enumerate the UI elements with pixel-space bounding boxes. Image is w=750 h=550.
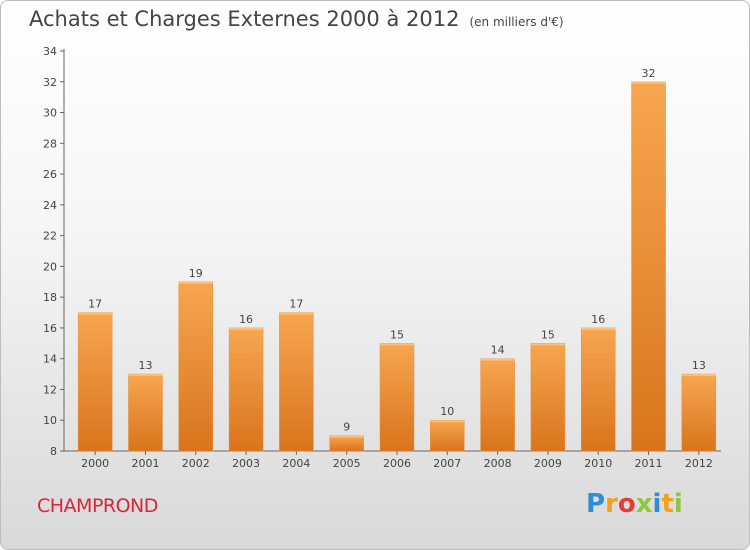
data-label: 13 — [692, 359, 706, 372]
bar-2006 — [379, 343, 415, 452]
y-tick-label: 10 — [43, 414, 57, 427]
y-tick-label: 26 — [43, 168, 57, 181]
logo-letter: o — [617, 489, 636, 519]
y-tick-label: 28 — [43, 137, 57, 150]
data-label: 16 — [591, 313, 605, 326]
x-tick-label: 2002 — [182, 457, 210, 470]
proxiti-logo[interactable]: Proxiti — [586, 489, 683, 519]
town-name: CHAMPROND — [37, 495, 158, 517]
bar-2010 — [580, 327, 616, 452]
logo-letter: x — [635, 489, 653, 519]
data-label: 14 — [491, 344, 505, 357]
chart-title-text: Achats et Charges Externes 2000 à 2012 — [29, 7, 460, 31]
chart-subtitle: (en milliers d'€) — [469, 15, 564, 29]
data-label: 15 — [541, 328, 555, 341]
bar-highlight — [78, 312, 113, 315]
bar-highlight — [178, 281, 213, 284]
bar-highlight — [229, 327, 264, 330]
x-tick-label: 2008 — [484, 457, 512, 470]
bar-highlight — [681, 374, 716, 377]
bar-2009 — [530, 343, 566, 452]
x-tick-label: 2011 — [635, 457, 663, 470]
x-tick-label: 2004 — [282, 457, 310, 470]
logo-letter: i — [673, 489, 683, 519]
logo-letter: i — [652, 489, 662, 519]
y-tick-label: 14 — [43, 353, 57, 366]
bar-highlight — [480, 358, 515, 361]
bar-highlight — [128, 374, 163, 377]
y-tick-label: 24 — [43, 199, 57, 212]
bar-2001 — [128, 373, 163, 452]
data-label: 15 — [390, 328, 404, 341]
bar-2005 — [329, 435, 364, 452]
logo-letter: t — [661, 489, 674, 519]
chart-bars — [77, 81, 717, 452]
bar-highlight — [530, 343, 565, 346]
logo-letter: P — [586, 489, 606, 519]
y-tick-label: 32 — [43, 76, 57, 89]
bar-2004 — [279, 312, 314, 452]
data-label: 16 — [239, 313, 253, 326]
y-tick-label: 12 — [43, 383, 57, 396]
bar-2007 — [430, 419, 465, 452]
data-label: 17 — [88, 298, 102, 311]
logo-letter: r — [605, 489, 618, 519]
x-tick-label: 2003 — [232, 457, 260, 470]
data-label: 13 — [138, 359, 152, 372]
bar-highlight — [581, 327, 616, 330]
y-tick-label: 16 — [43, 322, 57, 335]
bar-highlight — [631, 81, 666, 84]
x-tick-label: 2000 — [81, 457, 109, 470]
data-label: 17 — [289, 298, 303, 311]
bar-highlight — [279, 312, 314, 315]
x-tick-label: 2010 — [584, 457, 612, 470]
x-tick-label: 2001 — [131, 457, 159, 470]
chart-title: Achats et Charges Externes 2000 à 2012 (e… — [29, 7, 564, 31]
bar-highlight — [430, 420, 465, 423]
bar-highlight — [329, 435, 364, 438]
bar-2002 — [178, 281, 214, 452]
data-label: 32 — [642, 67, 656, 80]
bar-highlight — [380, 343, 414, 346]
y-tick-label: 34 — [43, 45, 57, 58]
y-tick-label: 8 — [50, 445, 57, 458]
x-tick-label: 2012 — [685, 457, 713, 470]
bar-2008 — [480, 358, 515, 452]
bar-2011 — [631, 81, 666, 452]
x-tick-label: 2009 — [534, 457, 562, 470]
bar-2003 — [228, 327, 264, 452]
x-tick-label: 2007 — [433, 457, 461, 470]
data-label: 19 — [189, 267, 203, 280]
bar-2000 — [77, 312, 113, 452]
x-tick-label: 2005 — [333, 457, 361, 470]
y-tick-label: 18 — [43, 291, 57, 304]
x-tick-label: 2006 — [383, 457, 411, 470]
y-tick-label: 22 — [43, 230, 57, 243]
y-tick-label: 30 — [43, 107, 57, 120]
data-label: 9 — [343, 421, 350, 434]
data-label: 10 — [440, 405, 454, 418]
chart-labels: 17 2000 13 2001 19 2002 16 2003 17 2004 9 2005 15 200… — [81, 67, 713, 470]
bar-2012 — [681, 373, 717, 452]
y-tick-label: 20 — [43, 260, 57, 273]
